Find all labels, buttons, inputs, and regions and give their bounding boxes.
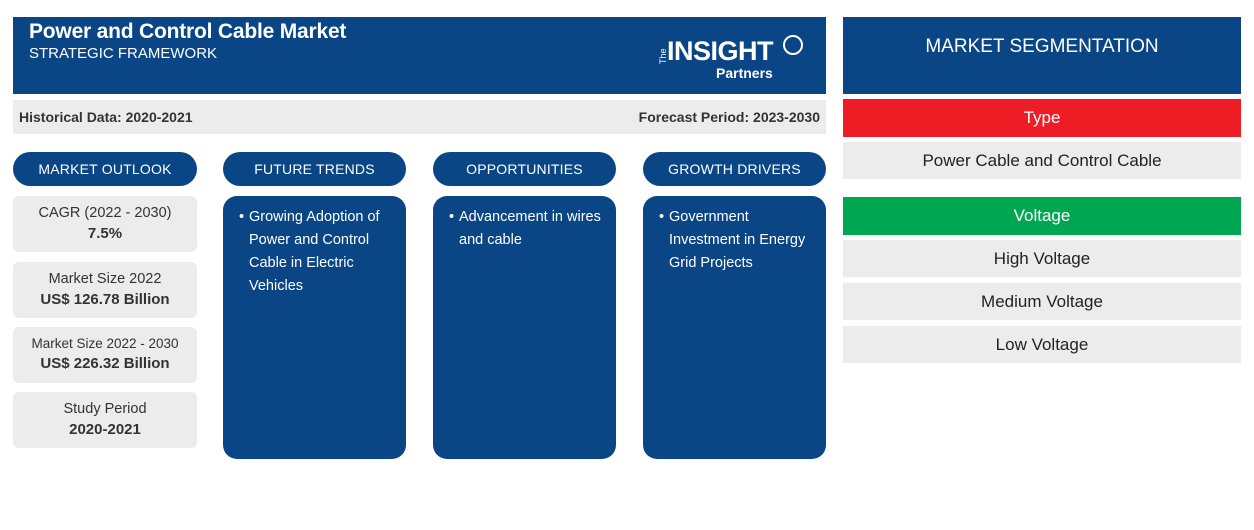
logo-main-text: INSIGHT — [667, 36, 774, 66]
opportunity-item: Advancement in wires and cable — [449, 206, 604, 252]
stat-label: Market Size 2022 — [48, 271, 162, 287]
segment-item: Power Cable and Control Cable — [843, 142, 1241, 179]
insight-partners-logo: The INSIGHT Partners — [658, 35, 803, 81]
future-trends-card: Growing Adoption of Power and Control Ca… — [223, 196, 406, 459]
info-bar: Historical Data: 2020-2021 Forecast Peri… — [13, 100, 826, 134]
page-title: Power and Control Cable Market — [29, 20, 347, 43]
trend-item: Growing Adoption of Power and Control Ca… — [239, 206, 394, 298]
stat-value: US$ 126.78 Billion — [40, 291, 170, 308]
segment-item: High Voltage — [843, 240, 1241, 277]
future-trends-header: FUTURE TRENDS — [223, 152, 406, 186]
header-banner — [13, 17, 826, 94]
growth-drivers-card: Government Investment in Energy Grid Pro… — [643, 196, 826, 459]
stat-label: CAGR (2022 - 2030) — [38, 205, 172, 221]
stat-study-period: Study Period 2020-2021 — [13, 392, 197, 448]
stat-market-size-2030: Market Size 2022 - 2030 US$ 226.32 Billi… — [13, 327, 197, 383]
stat-value: 7.5% — [87, 225, 123, 242]
stat-cagr: CAGR (2022 - 2030) 7.5% — [13, 196, 197, 252]
segmentation-header: MARKET SEGMENTATION — [843, 17, 1241, 94]
logo-ring-icon — [783, 35, 803, 55]
stat-label: Market Size 2022 - 2030 — [31, 336, 179, 351]
forecast-period: Forecast Period: 2023-2030 — [638, 109, 820, 125]
market-outlook-header: MARKET OUTLOOK — [13, 152, 197, 186]
stat-value: 2020-2021 — [69, 421, 141, 438]
logo-sub-text: Partners — [716, 65, 773, 81]
page-subtitle: STRATEGIC FRAMEWORK — [29, 45, 218, 62]
stat-value: US$ 226.32 Billion — [40, 355, 170, 372]
logo-small-text: The — [658, 48, 668, 64]
segment-item: Medium Voltage — [843, 283, 1241, 320]
stat-market-size-2022: Market Size 2022 US$ 126.78 Billion — [13, 262, 197, 318]
growth-drivers-header: GROWTH DRIVERS — [643, 152, 826, 186]
opportunities-card: Advancement in wires and cable — [433, 196, 616, 459]
driver-item: Government Investment in Energy Grid Pro… — [659, 206, 814, 275]
opportunities-header: OPPORTUNITIES — [433, 152, 616, 186]
historical-data: Historical Data: 2020-2021 — [19, 109, 193, 125]
segment-voltage-header: Voltage — [843, 197, 1241, 235]
stat-label: Study Period — [63, 401, 147, 417]
segment-item: Low Voltage — [843, 326, 1241, 363]
segment-type-header: Type — [843, 99, 1241, 137]
